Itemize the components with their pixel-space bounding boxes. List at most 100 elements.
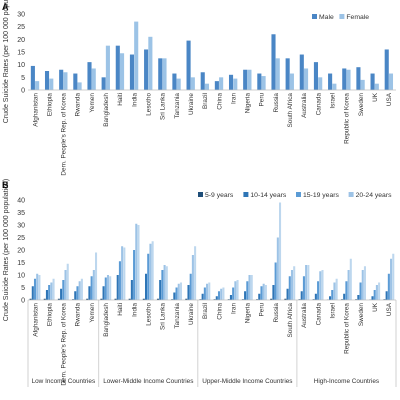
bar-25-29-years [363, 266, 366, 300]
bar-15-19-years [302, 276, 305, 300]
category-label: Afghanistan [32, 93, 39, 127]
category-label: Haiti [117, 93, 124, 106]
bar-male [186, 40, 191, 90]
bar-20-24-years [319, 271, 322, 300]
bar-20-24-years [276, 237, 279, 300]
bar-female [120, 53, 125, 90]
legend-label: 15-19 years [303, 192, 339, 199]
bar-20-24-years [149, 243, 152, 300]
bar-15-19-years [260, 286, 263, 300]
bar-20-24-years [177, 283, 180, 300]
bar-male [158, 58, 163, 90]
category-label: China [216, 303, 223, 320]
category-label: Brazil [202, 93, 209, 109]
bar-20-24-years [64, 270, 67, 300]
bar-male [271, 34, 276, 90]
bar-25-29-years [293, 266, 296, 300]
bar-female [190, 77, 195, 90]
category-label: Brazil [202, 303, 209, 319]
legend-swatch [243, 192, 249, 197]
bar-female [204, 83, 210, 90]
bar-male [313, 62, 319, 90]
bar-10-14-years [74, 291, 77, 300]
bar-female [275, 58, 280, 90]
bar-5-9-years [43, 298, 46, 300]
bar-25-29-years [250, 275, 253, 300]
category-label: USA [386, 302, 393, 316]
bar-10-14-years [244, 291, 247, 300]
bar-25-29-years [52, 278, 55, 300]
bar-20-24-years [220, 288, 223, 300]
bar-25-29-years [236, 280, 239, 300]
bar-female [134, 21, 139, 91]
bar-male [172, 73, 177, 90]
category-label: Nigeria [245, 303, 252, 324]
category-label: Yemen [89, 303, 96, 323]
bar-20-24-years [375, 285, 378, 300]
bar-10-14-years [102, 286, 105, 300]
y-tick-label: 40 [17, 198, 25, 205]
bar-10-14-years [229, 295, 232, 300]
bar-15-19-years [33, 278, 37, 300]
category-label: India [131, 303, 138, 317]
bar-25-29-years [392, 253, 395, 300]
bar-10-14-years [300, 291, 303, 300]
bar-10-14-years [357, 295, 360, 300]
category-label: Bangladesh [103, 93, 110, 127]
bar-female [247, 69, 252, 90]
bar-25-29-years [179, 282, 182, 300]
bar-15-19-years [232, 287, 235, 300]
bar-20-24-years [135, 223, 138, 300]
bar-male [73, 73, 78, 90]
bar-male [30, 65, 35, 90]
category-label: Canada [315, 303, 322, 326]
category-label: Yemen [89, 93, 96, 113]
category-label: Sweden [358, 93, 365, 117]
category-label: Sri Lanka [160, 93, 167, 120]
legend-swatch [198, 192, 203, 197]
y-tick-label: 10 [17, 62, 25, 69]
bar-10-14-years [145, 273, 148, 300]
bar-10-14-years [314, 293, 317, 300]
bar-20-24-years [78, 281, 81, 300]
category-label: Dem. People's Rep. of Korea [61, 303, 68, 386]
bar-10-14-years [88, 286, 91, 300]
bar-female [148, 36, 153, 90]
category-label: South Africa [287, 303, 294, 338]
bar-25-29-years [279, 202, 282, 300]
bar-5-9-years [57, 298, 60, 300]
bar-male [370, 73, 375, 90]
y-tick-label: 30 [17, 12, 25, 19]
category-label: Dem. People's Rep. of Korea [61, 93, 68, 176]
panel-b-label: B [2, 180, 9, 190]
bar-5-9-years [100, 298, 103, 300]
category-label: Lesotho [146, 93, 153, 116]
category-label: Ethiopia [46, 93, 53, 117]
bar-10-14-years [130, 280, 133, 300]
y-tick-label: 15 [17, 50, 25, 57]
y-tick-label: 25 [17, 24, 25, 31]
y-tick-label: 20 [17, 37, 25, 44]
category-label: Bangladesh [103, 303, 110, 337]
legend-label: 10-14 years [250, 192, 286, 199]
bar-female [176, 78, 181, 90]
bar-15-19-years [359, 282, 362, 300]
bar-female [49, 78, 54, 90]
bar-female [289, 73, 294, 90]
bar-10-14-years [286, 288, 289, 300]
panel-a-label: A [2, 2, 9, 12]
category-label: UK [372, 92, 379, 102]
category-label: Ethiopia [46, 303, 53, 327]
bar-female [219, 77, 224, 90]
bar-25-29-years [264, 285, 267, 300]
bar-female [304, 68, 309, 90]
bar-10-14-years [159, 280, 162, 300]
category-label: Republic of Korea [344, 303, 351, 354]
category-label: India [131, 93, 138, 107]
y-axis-label: Crude Suicide Rates (per 100 000 populat… [3, 0, 10, 123]
bar-10-14-years [45, 290, 48, 300]
category-label: Lesotho [146, 303, 153, 326]
legend-swatch [296, 192, 301, 197]
legend-label: 20-24 years [356, 192, 392, 199]
bar-male [299, 54, 304, 90]
